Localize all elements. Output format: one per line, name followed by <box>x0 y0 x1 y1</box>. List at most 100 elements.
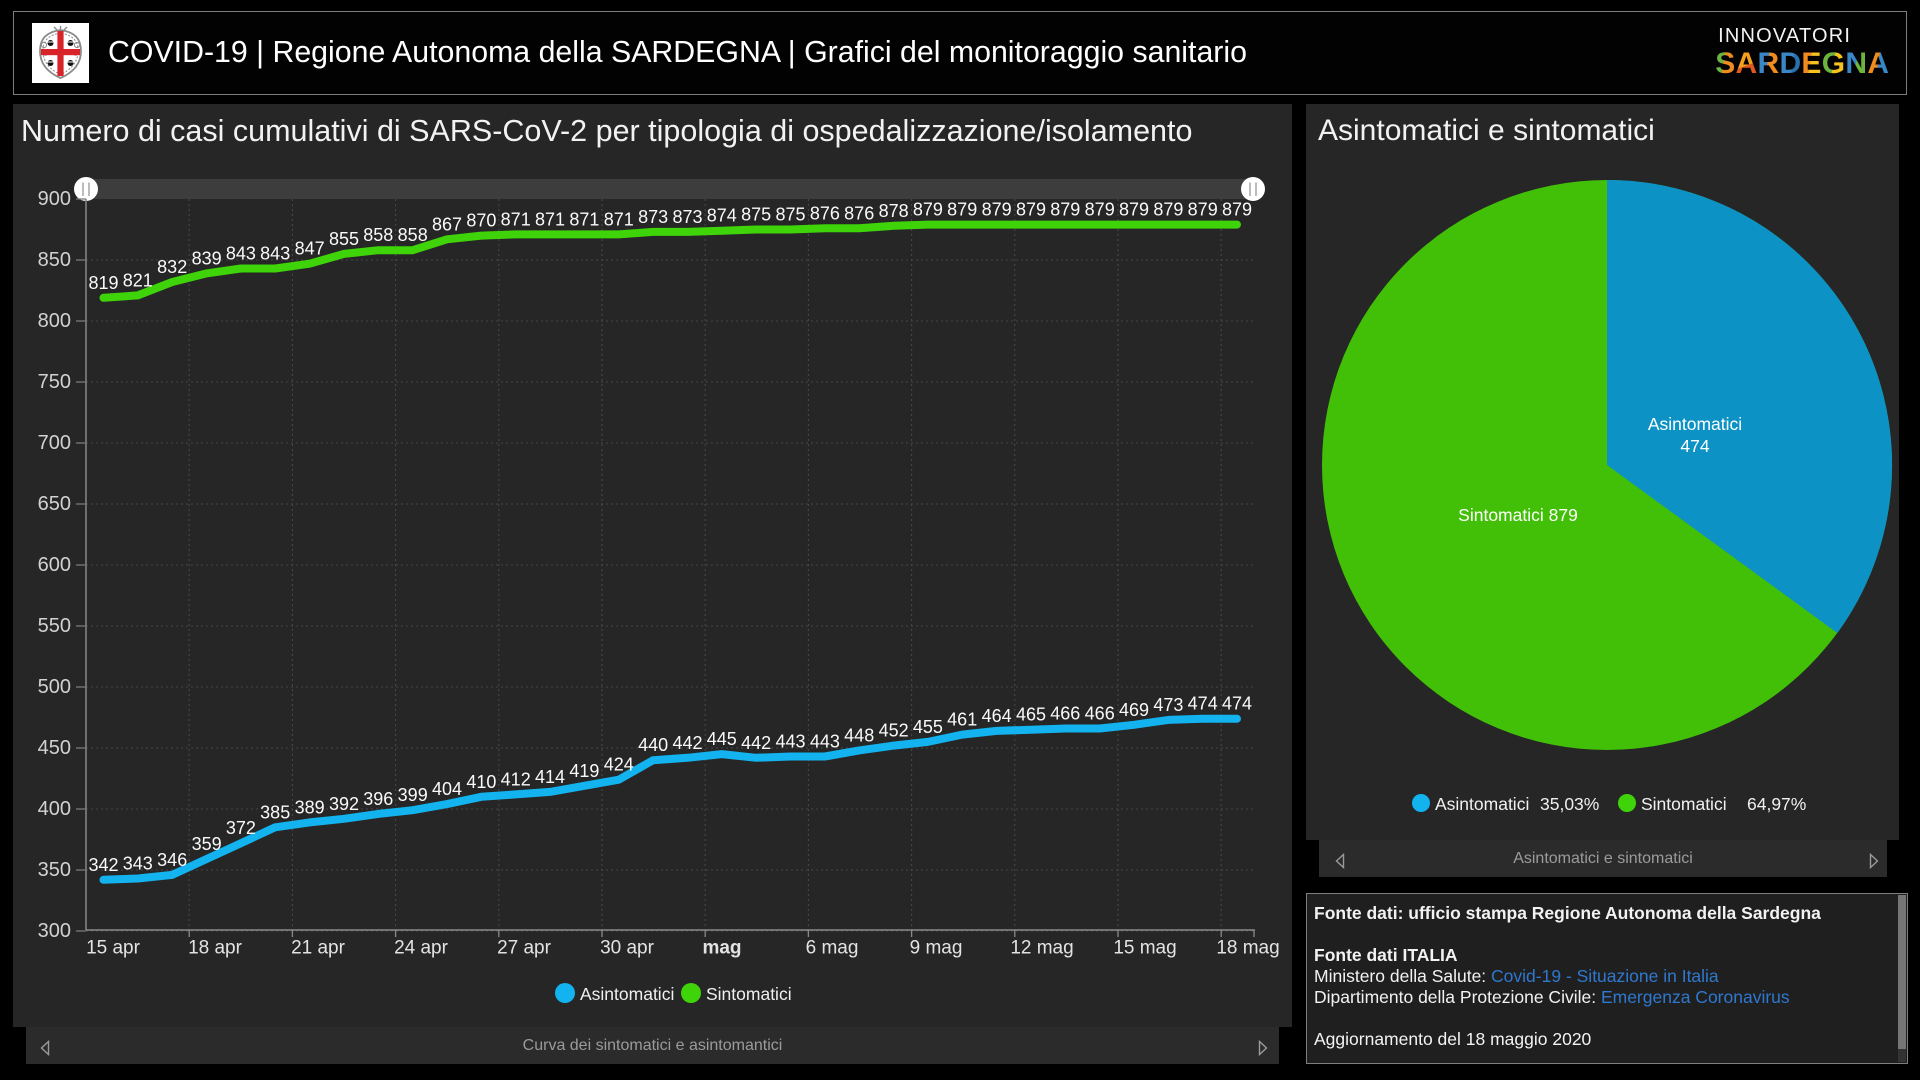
svg-text:372: 372 <box>226 818 256 838</box>
svg-text:6 mag: 6 mag <box>806 938 859 959</box>
svg-text:450: 450 <box>38 737 71 759</box>
svg-text:Asintomatici: Asintomatici <box>1648 414 1742 434</box>
svg-text:843: 843 <box>260 244 290 264</box>
svg-text:873: 873 <box>638 207 668 227</box>
svg-text:876: 876 <box>810 203 840 223</box>
svg-text:465: 465 <box>1016 705 1046 725</box>
svg-text:346: 346 <box>157 850 187 870</box>
svg-text:27 apr: 27 apr <box>497 938 552 959</box>
svg-text:Sintomatici 879: Sintomatici 879 <box>1458 505 1578 525</box>
svg-text:847: 847 <box>295 239 325 259</box>
svg-text:464: 464 <box>982 706 1012 726</box>
svg-text:474: 474 <box>1222 694 1252 714</box>
svg-text:392: 392 <box>329 794 359 814</box>
svg-text:300: 300 <box>38 920 71 942</box>
svg-text:443: 443 <box>775 732 805 752</box>
svg-text:mag: mag <box>702 938 741 959</box>
svg-text:879: 879 <box>1222 200 1252 220</box>
svg-text:600: 600 <box>38 554 71 576</box>
svg-text:875: 875 <box>741 205 771 225</box>
svg-text:855: 855 <box>329 229 359 249</box>
svg-text:9 mag: 9 mag <box>910 938 963 959</box>
svg-text:448: 448 <box>844 725 874 745</box>
svg-text:879: 879 <box>1119 200 1149 220</box>
svg-text:879: 879 <box>1188 200 1218 220</box>
svg-text:419: 419 <box>569 761 599 781</box>
svg-text:876: 876 <box>844 203 874 223</box>
svg-text:Asintomatici: Asintomatici <box>580 984 674 1004</box>
svg-text:873: 873 <box>672 207 702 227</box>
svg-text:442: 442 <box>741 733 771 753</box>
svg-text:839: 839 <box>192 248 222 268</box>
svg-text:Sintomatici: Sintomatici <box>706 984 792 1004</box>
svg-text:410: 410 <box>466 772 496 792</box>
svg-text:870: 870 <box>466 211 496 231</box>
svg-text:412: 412 <box>501 769 531 789</box>
svg-text:550: 550 <box>38 615 71 637</box>
svg-text:879: 879 <box>1153 200 1183 220</box>
svg-text:466: 466 <box>1050 704 1080 724</box>
svg-text:850: 850 <box>38 249 71 271</box>
svg-text:874: 874 <box>707 206 737 226</box>
svg-text:879: 879 <box>982 200 1012 220</box>
svg-text:Asintomatici: Asintomatici <box>1435 794 1529 814</box>
svg-text:399: 399 <box>398 785 428 805</box>
svg-text:21 apr: 21 apr <box>291 938 346 959</box>
svg-text:858: 858 <box>398 225 428 245</box>
svg-text:404: 404 <box>432 779 462 799</box>
svg-text:875: 875 <box>775 205 805 225</box>
svg-text:24 apr: 24 apr <box>394 938 449 959</box>
svg-text:750: 750 <box>38 371 71 393</box>
svg-text:469: 469 <box>1119 700 1149 720</box>
svg-text:385: 385 <box>260 802 290 822</box>
svg-text:440: 440 <box>638 735 668 755</box>
svg-text:871: 871 <box>569 209 599 229</box>
svg-text:452: 452 <box>879 721 909 741</box>
svg-text:389: 389 <box>295 797 325 817</box>
svg-text:878: 878 <box>879 201 909 221</box>
svg-text:843: 843 <box>226 244 256 264</box>
svg-text:800: 800 <box>38 310 71 332</box>
svg-text:700: 700 <box>38 432 71 454</box>
svg-text:414: 414 <box>535 767 565 787</box>
svg-text:466: 466 <box>1085 704 1115 724</box>
svg-text:443: 443 <box>810 732 840 752</box>
svg-text:821: 821 <box>123 270 153 290</box>
svg-text:832: 832 <box>157 257 187 277</box>
svg-text:474: 474 <box>1680 436 1709 456</box>
svg-text:Sintomatici: Sintomatici <box>1641 794 1727 814</box>
svg-text:871: 871 <box>604 209 634 229</box>
svg-text:867: 867 <box>432 214 462 234</box>
svg-text:445: 445 <box>707 729 737 749</box>
svg-text:12 mag: 12 mag <box>1010 938 1073 959</box>
svg-text:396: 396 <box>363 789 393 809</box>
svg-text:473: 473 <box>1153 695 1183 715</box>
svg-text:359: 359 <box>192 834 222 854</box>
svg-text:400: 400 <box>38 798 71 820</box>
svg-text:15 apr: 15 apr <box>86 938 141 959</box>
svg-text:64,97%: 64,97% <box>1747 794 1806 814</box>
svg-text:879: 879 <box>913 200 943 220</box>
svg-text:871: 871 <box>501 209 531 229</box>
svg-text:35,03%: 35,03% <box>1540 794 1599 814</box>
svg-text:18 mag: 18 mag <box>1216 938 1279 959</box>
svg-text:15 mag: 15 mag <box>1113 938 1176 959</box>
svg-text:819: 819 <box>88 273 118 293</box>
svg-text:30 apr: 30 apr <box>600 938 655 959</box>
svg-text:424: 424 <box>604 755 634 775</box>
svg-text:500: 500 <box>38 676 71 698</box>
svg-text:871: 871 <box>535 209 565 229</box>
svg-text:455: 455 <box>913 717 943 737</box>
svg-text:879: 879 <box>947 200 977 220</box>
svg-text:900: 900 <box>38 188 71 210</box>
svg-text:858: 858 <box>363 225 393 245</box>
svg-text:650: 650 <box>38 493 71 515</box>
svg-text:879: 879 <box>1085 200 1115 220</box>
svg-text:343: 343 <box>123 854 153 874</box>
svg-text:461: 461 <box>947 710 977 730</box>
svg-text:474: 474 <box>1188 694 1218 714</box>
svg-text:350: 350 <box>38 859 71 881</box>
svg-text:442: 442 <box>672 733 702 753</box>
svg-text:18 apr: 18 apr <box>188 938 243 959</box>
svg-text:879: 879 <box>1050 200 1080 220</box>
